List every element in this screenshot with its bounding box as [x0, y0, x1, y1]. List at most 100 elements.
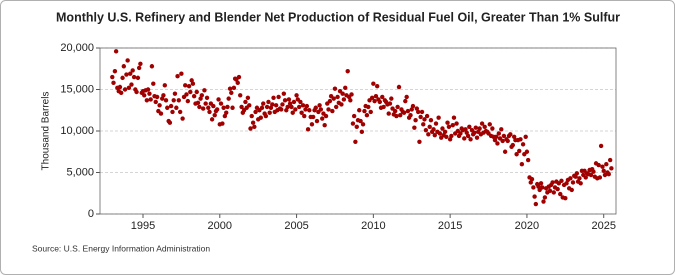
point	[606, 171, 611, 177]
point	[563, 196, 568, 201]
y-tick-label: 0	[88, 208, 94, 220]
point	[281, 91, 287, 96]
point	[249, 113, 254, 119]
point	[231, 85, 237, 91]
point	[350, 121, 356, 126]
point	[340, 91, 345, 96]
x-tick-label: 2000	[208, 220, 232, 232]
point	[444, 134, 449, 140]
point	[270, 102, 275, 107]
point	[333, 104, 339, 110]
plot-border	[99, 47, 617, 215]
point	[222, 113, 228, 119]
point	[287, 101, 293, 106]
point	[410, 103, 416, 109]
point	[505, 138, 510, 144]
point	[518, 137, 523, 142]
point	[446, 124, 452, 130]
point	[558, 191, 563, 197]
point	[447, 137, 453, 142]
point	[327, 98, 333, 104]
point	[499, 127, 504, 132]
point	[113, 49, 119, 54]
point	[464, 130, 469, 135]
point	[369, 95, 375, 101]
point	[451, 115, 457, 120]
point	[117, 84, 123, 90]
point	[351, 113, 357, 119]
point	[174, 105, 179, 110]
point	[358, 118, 363, 124]
x-tick-label: 2020	[515, 220, 539, 232]
point	[395, 104, 400, 110]
point	[214, 107, 220, 112]
point	[332, 86, 338, 91]
point	[349, 92, 354, 97]
point	[525, 157, 531, 163]
point	[172, 91, 178, 96]
point	[551, 190, 557, 195]
point	[373, 93, 379, 99]
point	[601, 168, 606, 174]
y-tick-label: 20,000	[60, 42, 94, 54]
point	[422, 117, 427, 122]
point	[276, 94, 281, 100]
point	[261, 101, 266, 106]
point	[465, 133, 471, 139]
point	[184, 92, 189, 97]
point	[151, 81, 156, 86]
point	[371, 81, 376, 86]
point	[427, 124, 432, 130]
point	[536, 184, 541, 189]
point	[284, 108, 289, 113]
point	[226, 96, 231, 101]
point	[285, 104, 290, 110]
point	[206, 105, 211, 110]
point	[510, 142, 515, 148]
point	[487, 122, 492, 127]
point	[502, 149, 508, 154]
point	[168, 103, 174, 109]
point	[165, 105, 170, 110]
point	[293, 107, 298, 112]
point	[463, 127, 468, 132]
point	[331, 96, 336, 101]
point	[362, 108, 367, 114]
point	[482, 124, 487, 130]
point	[474, 135, 480, 140]
point	[423, 127, 429, 133]
point	[359, 129, 365, 135]
point	[267, 110, 272, 115]
point	[372, 98, 377, 104]
point	[454, 121, 459, 126]
point	[386, 111, 391, 116]
point	[529, 176, 535, 182]
point	[238, 93, 243, 98]
point	[180, 116, 185, 121]
point	[341, 97, 347, 102]
point	[148, 97, 153, 102]
point	[209, 117, 215, 122]
point	[574, 171, 580, 176]
point	[360, 122, 366, 127]
point	[195, 100, 201, 105]
point	[528, 180, 533, 185]
point	[110, 74, 115, 80]
point	[398, 113, 403, 118]
point	[421, 122, 426, 127]
point	[433, 121, 439, 126]
point	[467, 124, 472, 130]
point	[310, 114, 316, 120]
point	[280, 102, 285, 107]
point	[220, 121, 225, 126]
point	[428, 118, 434, 123]
y-axis-label: Thousand Barrels	[41, 92, 52, 171]
point	[224, 110, 229, 115]
point	[409, 107, 414, 112]
point	[500, 138, 505, 144]
point	[531, 185, 536, 190]
point	[450, 122, 455, 128]
point	[540, 185, 545, 190]
y-tick-label: 15,000	[60, 83, 94, 95]
point	[147, 91, 152, 96]
